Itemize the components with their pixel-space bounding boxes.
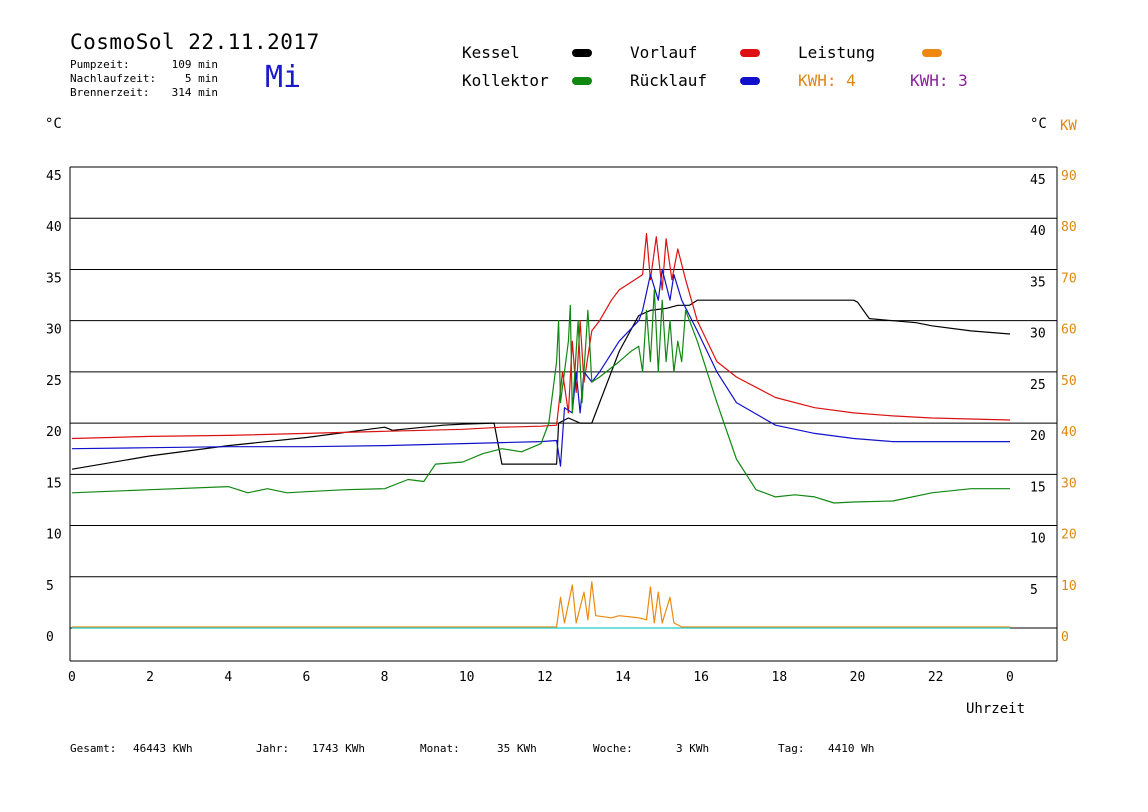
y-tick-right-c-40: 40	[1030, 224, 1046, 239]
x-tick-8: 16	[693, 670, 709, 685]
y-tick-left-30: 30	[46, 323, 62, 338]
brennerzeit-label: Brennerzeit:	[70, 86, 150, 99]
x-tick-2: 4	[224, 670, 232, 685]
x-tick-12: 0	[1006, 670, 1014, 685]
legend-kessel-label: Kessel	[462, 43, 520, 62]
jahr-value: 1743 KWh	[312, 742, 365, 755]
page-title: CosmoSol 22.11.2017	[70, 30, 320, 54]
legend-ruecklauf-swatch	[740, 77, 760, 85]
series-line-kessel	[71, 299, 1011, 470]
legend-kollektor-swatch	[572, 77, 592, 85]
weekday-label: Mi	[265, 60, 302, 95]
x-tick-3: 6	[303, 670, 311, 685]
y-tick-right-c-35: 35	[1030, 275, 1046, 290]
series-line-rcklauf	[71, 268, 1010, 467]
woche-value: 3 KWh	[676, 742, 710, 755]
pumpzeit-label: Pumpzeit:	[70, 58, 130, 71]
y-tick-right-kw-80: 80	[1061, 220, 1077, 235]
legend-vorlauf-swatch	[740, 49, 760, 57]
legend-leistung-label: Leistung	[798, 43, 876, 62]
x-tick-11: 22	[928, 670, 944, 685]
series-line-vorlauf	[71, 233, 1011, 440]
right-unit-c-label: °C	[1030, 116, 1047, 132]
kwh-a-label: KWH: 4	[798, 71, 856, 90]
jahr-label: Jahr:	[256, 742, 290, 755]
tag-value: 4410 Wh	[828, 742, 875, 755]
y-tick-right-c-15: 15	[1030, 480, 1046, 495]
y-tick-right-kw-0: 0	[1061, 630, 1069, 645]
x-tick-7: 14	[615, 670, 631, 685]
y-tick-right-kw-60: 60	[1061, 323, 1077, 338]
y-tick-right-c-30: 30	[1030, 327, 1046, 342]
legend-ruecklauf-label: Rücklauf	[630, 71, 708, 90]
series-line-leistung	[72, 581, 1010, 628]
legend-vorlauf-label: Vorlauf	[630, 43, 698, 62]
monat-value: 35 KWh	[497, 742, 537, 755]
kwh-b-label: KWH: 3	[910, 71, 968, 90]
legend-kessel-swatch	[572, 49, 592, 57]
y-tick-left-0: 0	[46, 630, 54, 645]
y-tick-left-15: 15	[46, 476, 62, 491]
pumpzeit-value: 109 min	[171, 58, 218, 71]
legend-kollektor-label: Kollektor	[462, 71, 549, 90]
y-tick-left-10: 10	[46, 528, 62, 543]
y-tick-left-40: 40	[46, 220, 62, 235]
y-tick-right-kw-20: 20	[1061, 528, 1077, 543]
tag-label: Tag:	[778, 742, 805, 755]
y-tick-left-35: 35	[46, 271, 62, 286]
y-tick-right-kw-50: 50	[1061, 374, 1077, 389]
x-tick-5: 10	[459, 670, 475, 685]
y-tick-right-c-45: 45	[1030, 173, 1046, 188]
right-unit-kw-label: KW	[1060, 118, 1077, 134]
y-tick-right-c-20: 20	[1030, 429, 1046, 444]
x-tick-1: 2	[146, 670, 154, 685]
x-tick-9: 18	[772, 670, 788, 685]
x-tick-10: 20	[850, 670, 866, 685]
gesamt-value: 46443 KWh	[133, 742, 193, 755]
y-tick-right-kw-90: 90	[1061, 169, 1077, 184]
nachlaufzeit-label: Nachlaufzeit:	[70, 72, 157, 85]
y-tick-right-kw-40: 40	[1061, 425, 1077, 440]
y-tick-right-kw-10: 10	[1061, 579, 1077, 594]
brennerzeit-value: 314 min	[171, 86, 218, 99]
y-tick-left-25: 25	[46, 374, 62, 389]
y-tick-right-c-10: 10	[1030, 532, 1046, 547]
y-tick-left-5: 5	[46, 579, 54, 594]
left-unit-label: °C	[45, 116, 62, 132]
gesamt-label: Gesamt:	[70, 742, 117, 755]
monat-label: Monat:	[420, 742, 460, 755]
nachlaufzeit-value: 5 min	[184, 72, 218, 85]
x-axis-label: Uhrzeit	[966, 701, 1026, 717]
y-tick-right-c-5: 5	[1030, 583, 1038, 598]
y-tick-left-20: 20	[46, 425, 62, 440]
y-tick-left-45: 45	[46, 169, 62, 184]
y-tick-right-kw-30: 30	[1061, 476, 1077, 491]
x-tick-0: 0	[68, 670, 76, 685]
x-tick-6: 12	[537, 670, 553, 685]
woche-label: Woche:	[593, 742, 633, 755]
series-line-kollektor	[71, 289, 1010, 504]
x-tick-4: 8	[381, 670, 389, 685]
legend-leistung-swatch	[922, 49, 942, 57]
y-tick-right-c-25: 25	[1030, 378, 1046, 393]
y-tick-right-kw-70: 70	[1061, 271, 1077, 286]
